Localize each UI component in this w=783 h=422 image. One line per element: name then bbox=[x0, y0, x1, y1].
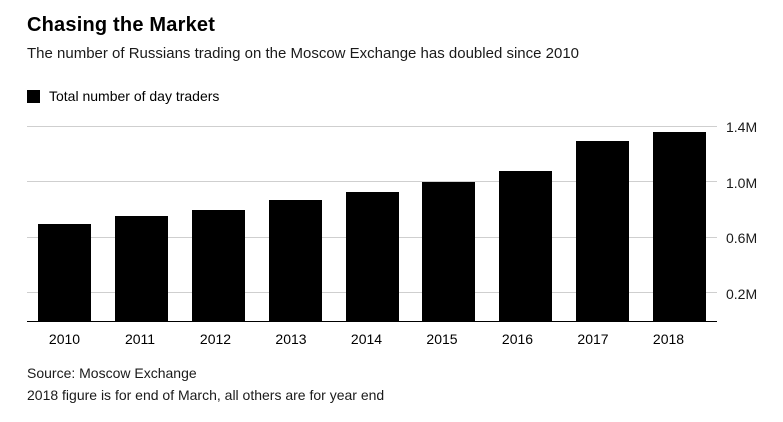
x-tick-label: 2010 bbox=[48, 331, 81, 348]
y-tick-label: 0.6M bbox=[726, 230, 758, 247]
x-tick-label: 2017 bbox=[577, 331, 609, 348]
x-tick-label: 2016 bbox=[501, 331, 534, 348]
x-tick-label: 2015 bbox=[426, 331, 458, 348]
chart-region: 0.2M 0.6M 1.0M 1.4M bbox=[27, 118, 769, 323]
bar-2012 bbox=[191, 210, 245, 322]
gridline bbox=[27, 181, 717, 183]
bar-2013 bbox=[268, 200, 322, 322]
x-tick-label: 2013 bbox=[275, 331, 307, 348]
bar-2014 bbox=[345, 191, 399, 322]
bar-2011 bbox=[114, 215, 168, 322]
bar-2017 bbox=[576, 140, 630, 322]
bar-2016 bbox=[499, 171, 553, 322]
bar-2015 bbox=[422, 182, 476, 322]
plot-area bbox=[27, 118, 717, 323]
bar-2010 bbox=[38, 223, 91, 322]
gridline bbox=[27, 125, 717, 127]
y-tick-label: 1.0M bbox=[726, 174, 758, 191]
x-tick-label: 2011 bbox=[124, 331, 156, 348]
x-axis: 2010 2011 2012 2013 2014 2015 2016 2017 2018 bbox=[27, 322, 717, 347]
y-tick-label: 1.4M bbox=[726, 118, 758, 135]
footnote-text: 2018 figure is for end of March, all oth… bbox=[27, 386, 385, 403]
bar-2018 bbox=[653, 132, 706, 322]
x-axis-labels: 2010 2011 2012 2013 2014 2015 2016 2017 2018 bbox=[27, 331, 706, 347]
chart-footer: Source: Moscow Exchange 2018 figure is f… bbox=[27, 363, 769, 406]
bars-container bbox=[27, 118, 717, 322]
y-axis: 0.2M 0.6M 1.0M 1.4M bbox=[717, 118, 769, 322]
y-tick-label: 0.2M bbox=[726, 286, 758, 303]
x-tick-label: 2014 bbox=[350, 331, 383, 348]
x-tick-label: 2018 bbox=[652, 331, 685, 348]
chart-title: Chasing the Market bbox=[27, 14, 216, 36]
source-text: Source: Moscow Exchange bbox=[27, 365, 197, 382]
legend: Total number of day traders bbox=[27, 88, 769, 104]
legend-swatch-icon bbox=[27, 89, 40, 103]
legend-label: Total number of day traders bbox=[49, 88, 220, 105]
x-tick-label: 2012 bbox=[199, 331, 232, 348]
chart-subtitle: The number of Russians trading on the Mo… bbox=[27, 45, 580, 62]
